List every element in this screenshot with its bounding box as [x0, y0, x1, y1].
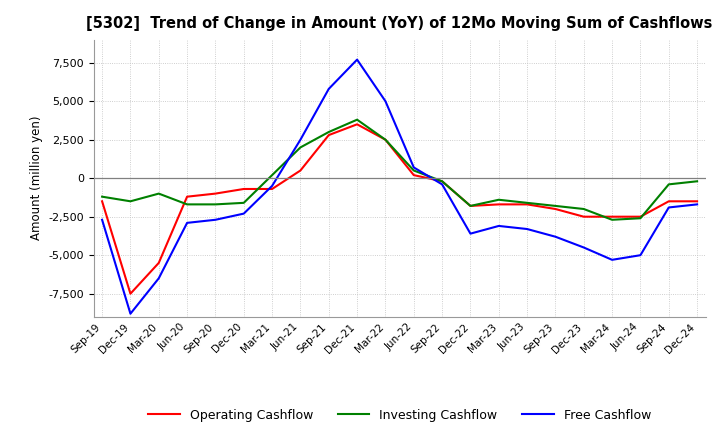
- Operating Cashflow: [183, 194, 192, 199]
- Operating Cashflow: [495, 202, 503, 207]
- Operating Cashflow: [665, 198, 673, 204]
- Free Cashflow: [495, 223, 503, 228]
- Operating Cashflow: [551, 206, 559, 212]
- Operating Cashflow: [580, 214, 588, 219]
- Operating Cashflow: [268, 186, 276, 191]
- Investing Cashflow: [608, 217, 616, 222]
- Investing Cashflow: [353, 117, 361, 122]
- Investing Cashflow: [466, 203, 474, 209]
- Operating Cashflow: [608, 214, 616, 219]
- Operating Cashflow: [126, 291, 135, 297]
- Operating Cashflow: [353, 121, 361, 127]
- Line: Free Cashflow: Free Cashflow: [102, 59, 697, 314]
- Free Cashflow: [665, 205, 673, 210]
- Operating Cashflow: [381, 137, 390, 142]
- Operating Cashflow: [410, 172, 418, 178]
- Title: [5302]  Trend of Change in Amount (YoY) of 12Mo Moving Sum of Cashflows: [5302] Trend of Change in Amount (YoY) o…: [86, 16, 713, 32]
- Operating Cashflow: [523, 202, 531, 207]
- Investing Cashflow: [438, 179, 446, 184]
- Investing Cashflow: [636, 216, 644, 221]
- Line: Operating Cashflow: Operating Cashflow: [102, 124, 697, 294]
- Free Cashflow: [268, 183, 276, 188]
- Operating Cashflow: [296, 168, 305, 173]
- Y-axis label: Amount (million yen): Amount (million yen): [30, 116, 42, 240]
- Operating Cashflow: [325, 132, 333, 138]
- Free Cashflow: [296, 137, 305, 142]
- Free Cashflow: [381, 99, 390, 104]
- Free Cashflow: [126, 311, 135, 316]
- Investing Cashflow: [523, 200, 531, 205]
- Free Cashflow: [325, 86, 333, 92]
- Free Cashflow: [98, 217, 107, 222]
- Investing Cashflow: [410, 168, 418, 173]
- Free Cashflow: [240, 211, 248, 216]
- Operating Cashflow: [240, 186, 248, 191]
- Investing Cashflow: [551, 203, 559, 209]
- Investing Cashflow: [296, 145, 305, 150]
- Investing Cashflow: [495, 197, 503, 202]
- Investing Cashflow: [693, 179, 701, 184]
- Free Cashflow: [155, 275, 163, 281]
- Investing Cashflow: [381, 137, 390, 142]
- Free Cashflow: [353, 57, 361, 62]
- Investing Cashflow: [580, 206, 588, 212]
- Operating Cashflow: [98, 198, 107, 204]
- Free Cashflow: [580, 245, 588, 250]
- Legend: Operating Cashflow, Investing Cashflow, Free Cashflow: Operating Cashflow, Investing Cashflow, …: [143, 404, 656, 427]
- Free Cashflow: [551, 234, 559, 239]
- Investing Cashflow: [155, 191, 163, 196]
- Free Cashflow: [438, 182, 446, 187]
- Investing Cashflow: [98, 194, 107, 199]
- Free Cashflow: [636, 253, 644, 258]
- Investing Cashflow: [211, 202, 220, 207]
- Operating Cashflow: [636, 214, 644, 219]
- Investing Cashflow: [665, 182, 673, 187]
- Investing Cashflow: [183, 202, 192, 207]
- Free Cashflow: [410, 165, 418, 170]
- Investing Cashflow: [325, 129, 333, 135]
- Investing Cashflow: [126, 198, 135, 204]
- Investing Cashflow: [240, 200, 248, 205]
- Operating Cashflow: [466, 203, 474, 209]
- Free Cashflow: [693, 202, 701, 207]
- Operating Cashflow: [438, 179, 446, 184]
- Free Cashflow: [608, 257, 616, 262]
- Free Cashflow: [466, 231, 474, 236]
- Operating Cashflow: [211, 191, 220, 196]
- Operating Cashflow: [693, 198, 701, 204]
- Free Cashflow: [183, 220, 192, 225]
- Operating Cashflow: [155, 260, 163, 265]
- Line: Investing Cashflow: Investing Cashflow: [102, 120, 697, 220]
- Free Cashflow: [211, 217, 220, 222]
- Free Cashflow: [523, 226, 531, 231]
- Investing Cashflow: [268, 172, 276, 178]
